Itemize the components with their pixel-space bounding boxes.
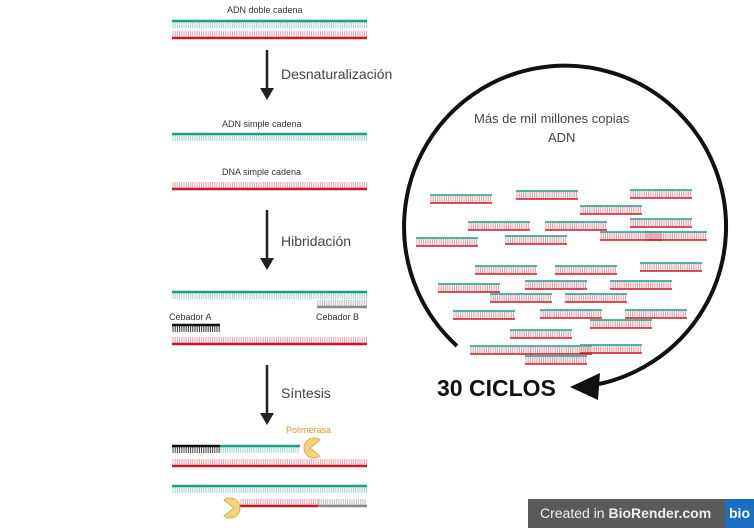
step-denaturation: Desnaturalización [281, 66, 393, 82]
copy-red-bases [555, 267, 616, 274]
copy-red-bases [510, 331, 571, 338]
copy-red-bases [438, 285, 499, 292]
copy-red-bases [505, 237, 566, 244]
circle-text-line2: ADN [548, 130, 576, 145]
down-arrow-head [260, 413, 274, 425]
copy-red-bases [530, 347, 591, 354]
copy-red-bases [416, 239, 477, 246]
extended-primer-a-bases [172, 446, 220, 453]
cycle-arrow-head [570, 373, 600, 400]
template-teal-bases [172, 292, 368, 299]
copy-red-bases [470, 347, 531, 354]
copy-red-bases [430, 196, 491, 203]
double-strand-bottom-bases [172, 31, 368, 38]
extended-primer-b-bases [318, 499, 366, 506]
label-single-strand-1: ADN simple cadena [222, 119, 302, 129]
copy-red-bases [580, 207, 641, 214]
copy-red-bases [540, 311, 601, 318]
double-strand-top-bases [172, 21, 368, 28]
copy-red-bases [645, 233, 706, 240]
badge-brand: BioRender.com [608, 505, 712, 521]
label-primer-a: Cebador A [169, 312, 212, 322]
single-strand-red-bases [172, 182, 368, 189]
biorender-logo: bio [725, 499, 754, 528]
label-polymerase: Polimerasa [286, 425, 332, 435]
label-double-strand: ADN doble cadena [227, 5, 303, 15]
badge-text: Created in BioRender.com [528, 499, 725, 528]
copy-red-bases [453, 312, 514, 319]
primer-a-bases [172, 325, 220, 332]
single-strand-teal-bases [172, 134, 368, 141]
synthesis-template-teal-bases [172, 486, 368, 493]
cycle-arc [402, 63, 729, 388]
copy-red-bases [525, 357, 586, 364]
step-annealing: Hibridación [281, 233, 352, 249]
copy-red-bases [580, 346, 641, 353]
copy-red-bases [630, 220, 691, 227]
copy-red-bases [590, 321, 651, 328]
new-strand-teal-bases [220, 446, 299, 453]
copy-red-bases [565, 295, 626, 302]
primer-b-bases [317, 300, 367, 307]
copy-red-bases [525, 282, 586, 289]
copy-red-bases [475, 267, 536, 274]
cycles-label: 30 CICLOS [437, 375, 556, 401]
copy-red-bases [600, 233, 661, 240]
template-red-bases [172, 337, 368, 344]
copy-red-bases [610, 282, 671, 289]
copy-red-bases [516, 192, 577, 199]
synthesis-template-red-bases [172, 459, 368, 466]
copy-red-bases [468, 223, 529, 230]
biorender-badge[interactable]: Created in BioRender.com bio [528, 499, 754, 528]
badge-created: Created in [540, 505, 609, 521]
copy-red-bases [490, 295, 551, 302]
label-single-strand-2: DNA simple cadena [222, 167, 302, 177]
circle-text-line1: Más de mil millones copias [474, 111, 630, 126]
copy-red-bases [640, 264, 701, 271]
new-strand-red-bases [240, 499, 319, 506]
polymerase-icon [223, 497, 241, 519]
copy-red-bases [625, 311, 686, 318]
label-primer-b: Cebador B [316, 312, 360, 322]
down-arrow-head [260, 88, 274, 100]
down-arrow-head [260, 258, 274, 270]
copy-red-bases [630, 191, 691, 198]
polymerase-icon [303, 437, 321, 459]
copy-red-bases [545, 223, 606, 230]
step-synthesis: Síntesis [281, 385, 331, 401]
